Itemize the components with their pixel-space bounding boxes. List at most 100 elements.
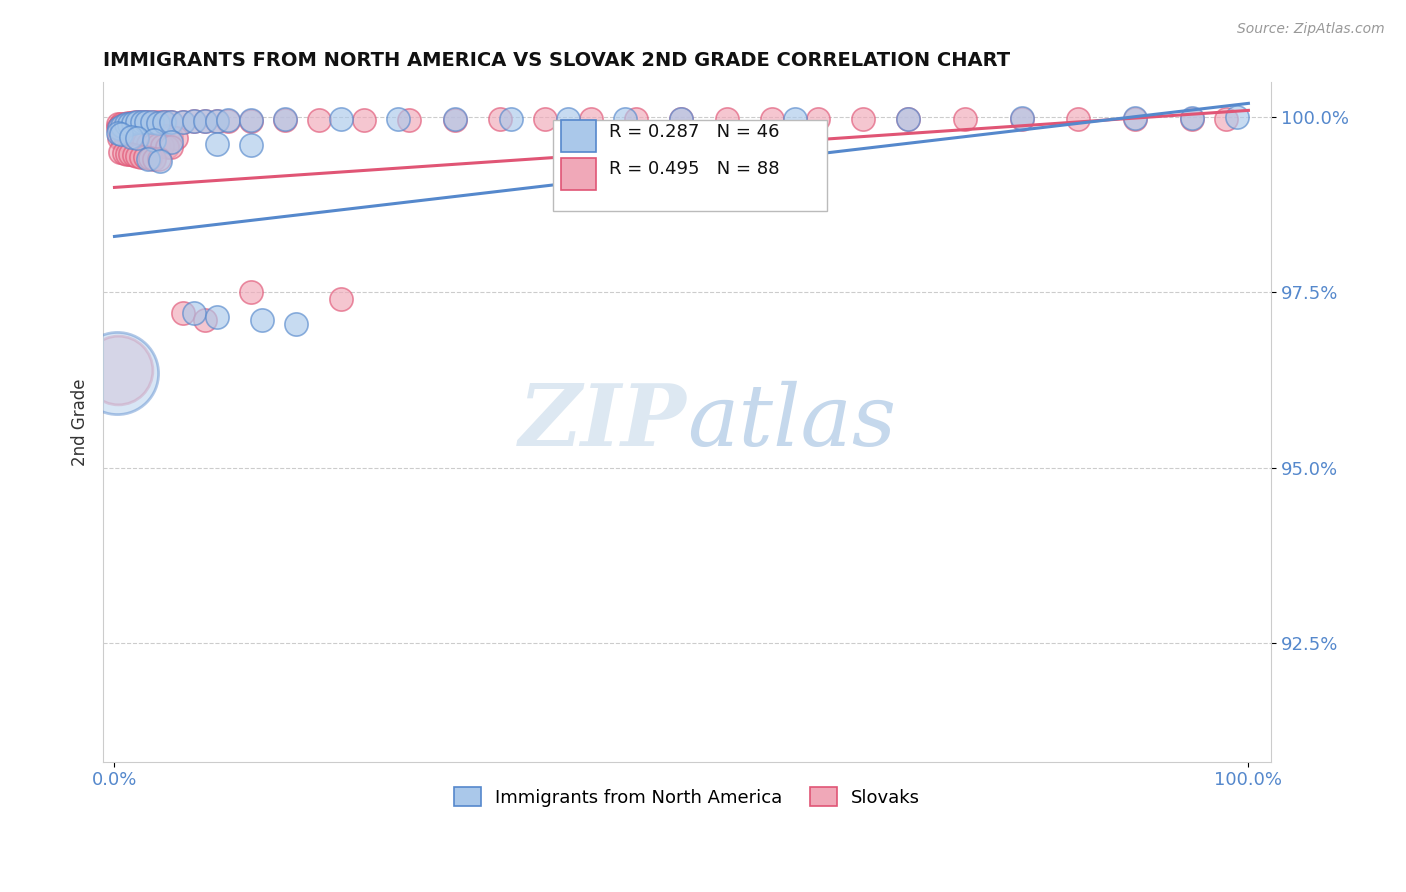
Point xyxy=(239,114,262,128)
Point xyxy=(217,114,239,128)
Point xyxy=(117,116,139,130)
Point xyxy=(194,114,217,128)
Point xyxy=(783,112,806,126)
Point xyxy=(146,138,169,153)
Point xyxy=(398,113,420,128)
FancyBboxPatch shape xyxy=(561,120,596,153)
Point xyxy=(172,306,194,320)
Point xyxy=(761,112,783,127)
Point xyxy=(239,113,262,128)
Point xyxy=(250,313,273,327)
Point xyxy=(110,127,132,141)
Point xyxy=(134,150,156,164)
Point xyxy=(118,123,141,137)
Point xyxy=(121,116,143,130)
Point xyxy=(1215,112,1237,126)
Point xyxy=(1067,112,1090,127)
Point xyxy=(1011,111,1033,125)
Point xyxy=(114,117,136,131)
Point xyxy=(330,293,353,307)
Point xyxy=(127,149,149,163)
Point xyxy=(534,112,557,127)
Text: R = 0.287   N = 46: R = 0.287 N = 46 xyxy=(609,123,779,141)
Point xyxy=(806,112,828,127)
FancyBboxPatch shape xyxy=(561,158,596,190)
Point xyxy=(107,120,129,135)
Point xyxy=(121,134,143,148)
Point xyxy=(115,146,138,161)
Point xyxy=(156,129,179,144)
Point xyxy=(897,112,920,127)
Point xyxy=(557,112,579,127)
Point xyxy=(114,117,136,131)
Point xyxy=(118,117,141,131)
Point xyxy=(150,128,173,143)
Point xyxy=(160,114,183,128)
Point xyxy=(205,136,228,151)
Point xyxy=(387,112,409,127)
Point xyxy=(108,120,131,134)
Point xyxy=(143,115,166,129)
Point xyxy=(273,113,295,128)
Point xyxy=(132,126,155,140)
Point xyxy=(1226,111,1249,125)
Point xyxy=(143,133,166,147)
Point xyxy=(143,152,166,166)
Point xyxy=(953,112,976,127)
Point xyxy=(114,133,136,147)
Point xyxy=(132,136,155,151)
Point xyxy=(111,119,134,133)
Point xyxy=(120,147,142,161)
Point xyxy=(671,112,693,127)
Point xyxy=(142,137,165,152)
Point xyxy=(613,112,636,127)
Point xyxy=(205,310,228,324)
Point xyxy=(146,128,169,142)
Point xyxy=(128,115,150,129)
Point xyxy=(1123,111,1146,125)
Point xyxy=(121,130,143,145)
Text: IMMIGRANTS FROM NORTH AMERICA VS SLOVAK 2ND GRADE CORRELATION CHART: IMMIGRANTS FROM NORTH AMERICA VS SLOVAK … xyxy=(103,51,1011,70)
Point xyxy=(443,113,465,128)
Y-axis label: 2nd Grade: 2nd Grade xyxy=(72,378,89,466)
Point xyxy=(131,114,153,128)
Point xyxy=(138,127,160,141)
Point xyxy=(165,130,187,145)
Point xyxy=(501,112,523,127)
FancyBboxPatch shape xyxy=(553,120,827,211)
Text: atlas: atlas xyxy=(688,381,896,464)
Point xyxy=(142,127,165,141)
Point xyxy=(156,140,179,154)
Point xyxy=(111,132,134,146)
Point xyxy=(205,114,228,128)
Point xyxy=(146,116,169,130)
Point xyxy=(160,140,183,154)
Point xyxy=(155,114,177,128)
Point xyxy=(624,112,647,127)
Point xyxy=(149,153,172,168)
Point xyxy=(149,114,172,128)
Point xyxy=(579,112,602,127)
Point xyxy=(107,126,129,140)
Point xyxy=(160,130,183,145)
Point xyxy=(284,317,307,331)
Legend: Immigrants from North America, Slovaks: Immigrants from North America, Slovaks xyxy=(447,780,928,814)
Point xyxy=(105,366,128,380)
Point xyxy=(107,362,129,376)
Point xyxy=(129,150,152,164)
Point xyxy=(1181,112,1204,126)
Point xyxy=(205,114,228,128)
Point xyxy=(108,120,131,135)
Point xyxy=(160,114,183,128)
Point xyxy=(138,153,160,167)
Point xyxy=(1011,112,1033,127)
Point xyxy=(148,153,170,167)
Point xyxy=(138,151,160,165)
Point xyxy=(108,131,131,145)
Point xyxy=(132,115,155,129)
Point xyxy=(160,135,183,149)
Point xyxy=(122,148,145,162)
Point xyxy=(128,125,150,139)
Point xyxy=(118,133,141,147)
Point xyxy=(353,113,375,128)
